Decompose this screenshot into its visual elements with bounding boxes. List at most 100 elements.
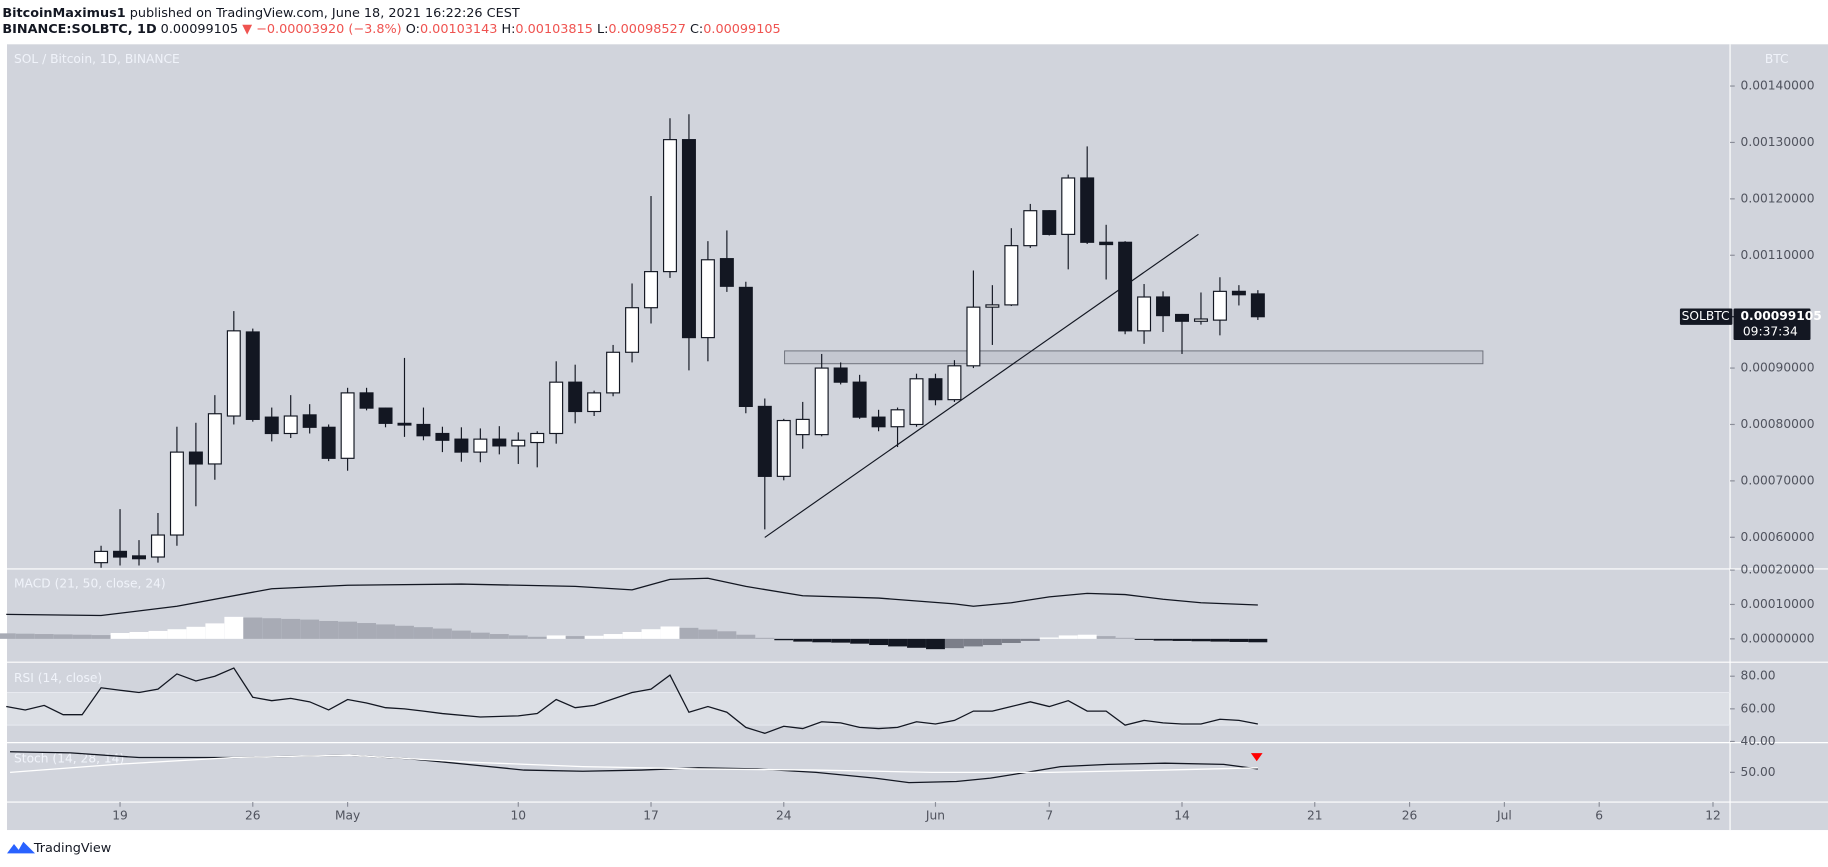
candle-body xyxy=(1212,290,1227,321)
candle-body xyxy=(625,307,640,353)
x-tick-label: 10 xyxy=(510,809,526,823)
y-tick-label: 0.00070000 xyxy=(1741,473,1815,487)
candle-body xyxy=(985,304,1000,308)
y-tick-label: 0.00120000 xyxy=(1741,191,1815,205)
y-tick-label: 0.00020000 xyxy=(1741,563,1815,577)
candle-body xyxy=(644,271,659,309)
candle-body xyxy=(378,407,393,424)
y-tick-label: 0.00060000 xyxy=(1741,530,1815,544)
macd-histogram-bar xyxy=(53,634,73,639)
x-tick-label: 21 xyxy=(1307,809,1323,823)
ohlc-label: C: xyxy=(690,22,703,37)
macd-histogram-bar xyxy=(982,638,1002,646)
candle-body xyxy=(283,415,298,435)
candle-body xyxy=(852,381,867,418)
candle-body xyxy=(700,259,715,339)
candle-body xyxy=(549,381,564,435)
author: BitcoinMaximus1 xyxy=(2,5,125,20)
y-tick-label: 40.00 xyxy=(1741,734,1776,748)
candle-body xyxy=(113,550,128,558)
macd-histogram-bar xyxy=(262,618,282,639)
macd-histogram-bar xyxy=(0,633,16,639)
candle-body xyxy=(169,451,184,536)
y-tick-label: 0.00140000 xyxy=(1741,79,1815,93)
header-line-2: BINANCE:SOLBTC, 1D 0.00099105 ▼ −0.00003… xyxy=(2,22,780,37)
macd-histogram-bar xyxy=(679,627,699,639)
x-tick-label: 6 xyxy=(1595,809,1603,823)
x-tick-label: 26 xyxy=(1402,809,1418,823)
x-tick-label: 17 xyxy=(643,809,659,823)
candle-body xyxy=(1023,210,1038,247)
symbol: BINANCE:SOLBTC, 1D xyxy=(2,22,156,37)
macd-histogram-bar xyxy=(129,631,149,639)
candle-body xyxy=(928,378,943,401)
y-tick-label: 0.00130000 xyxy=(1741,135,1815,149)
price-tag-countdown: 09:37:34 xyxy=(1743,324,1798,338)
x-tick-label: 19 xyxy=(112,809,128,823)
logo xyxy=(7,841,35,854)
candles xyxy=(94,114,1265,568)
candle-body xyxy=(454,438,469,453)
macd-histogram-bar xyxy=(755,637,775,639)
x-tick-label: May xyxy=(335,809,360,823)
candle-body xyxy=(435,432,450,441)
candle-body xyxy=(1231,290,1246,296)
macd-histogram-bar xyxy=(641,629,661,639)
candle-body xyxy=(416,423,431,437)
macd-histogram-bar xyxy=(963,638,983,647)
y-tick-label: 0.00080000 xyxy=(1741,417,1815,431)
macd-histogram-bar xyxy=(793,638,813,642)
candle-body xyxy=(226,330,241,417)
candle-body xyxy=(719,258,734,287)
candle-body xyxy=(1175,313,1189,322)
ohlc-label: O: xyxy=(406,22,420,37)
macd-histogram-bar xyxy=(831,638,851,643)
candle-body xyxy=(966,306,981,367)
candle-body xyxy=(587,392,602,413)
macd-histogram-bar xyxy=(812,638,832,643)
candle-body xyxy=(1250,293,1265,318)
y-tick-label: 60.00 xyxy=(1741,701,1776,715)
macd-histogram-bar xyxy=(527,636,547,639)
macd-histogram-bar xyxy=(508,635,528,639)
macd-histogram-bar xyxy=(72,634,92,639)
macd-histogram-bar xyxy=(546,635,566,639)
candle-body xyxy=(606,351,621,394)
published: published on TradingView.com, June 18, 2… xyxy=(130,5,520,20)
stoch-title: Stoch (14, 28, 14) xyxy=(14,751,124,765)
macd-histogram-bar xyxy=(243,617,263,639)
macd-histogram-bar xyxy=(850,638,870,644)
candle-body xyxy=(321,426,336,459)
candle-body xyxy=(909,378,924,426)
candle-body xyxy=(1193,318,1208,322)
ohlc-value: 0.00099105 xyxy=(703,22,780,37)
ohlc-value: 0.00103815 xyxy=(515,22,592,37)
ohlc-label: H: xyxy=(501,22,515,37)
macd-histogram-bar xyxy=(736,634,756,639)
macd-histogram-bar xyxy=(1172,638,1192,641)
candle-body xyxy=(188,451,203,465)
candle-body xyxy=(530,432,545,444)
price-tag-box xyxy=(1733,308,1811,341)
price-tag-symbol-box xyxy=(1679,308,1733,325)
stoch-line xyxy=(9,754,1258,773)
price-tag-symbol: SOLBTC xyxy=(1682,309,1730,323)
candle-body xyxy=(871,416,886,428)
candle-body xyxy=(359,392,374,409)
macd-histogram-bar xyxy=(357,623,377,639)
x-tick-label: 24 xyxy=(776,809,792,823)
macd-histogram-bar xyxy=(110,633,130,639)
macd-histogram-bar xyxy=(869,638,889,646)
macd-histogram-bar xyxy=(300,619,320,639)
macd-histogram-bar xyxy=(944,638,964,649)
macd-histogram-bar xyxy=(1020,638,1040,641)
candle-body xyxy=(302,414,317,428)
candle-body xyxy=(473,438,488,453)
macd-line xyxy=(6,577,1258,617)
candle-body xyxy=(1042,210,1057,235)
macd-histogram-bar xyxy=(584,635,604,639)
macd-histogram-bar xyxy=(281,618,301,639)
candle-body xyxy=(245,331,260,420)
